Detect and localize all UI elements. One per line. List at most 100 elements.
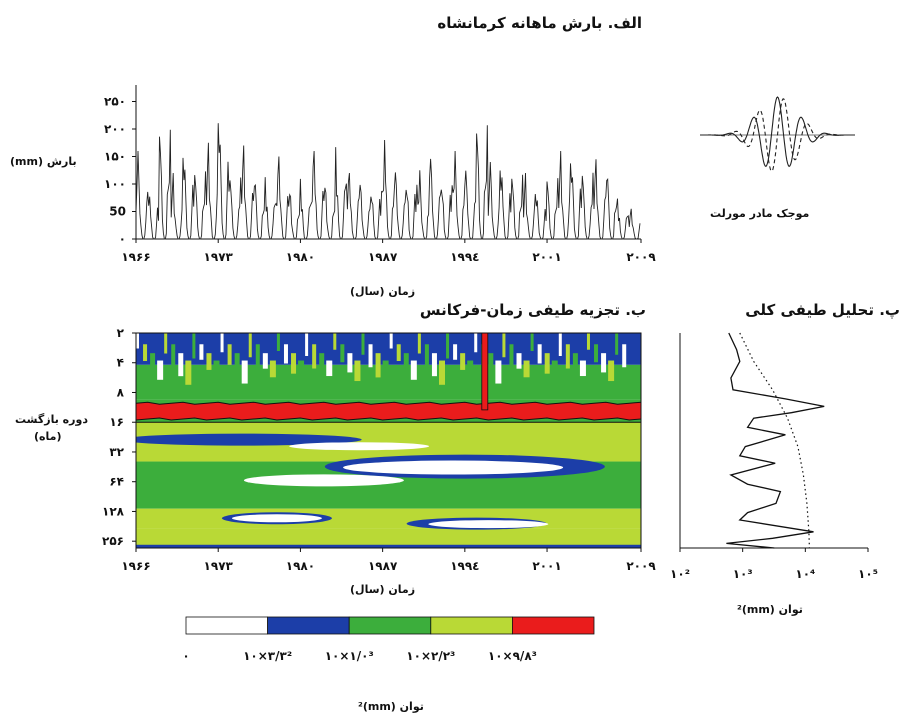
x-tick-label: ١٩٨٧	[368, 250, 398, 264]
speckle-cell	[537, 344, 542, 364]
y-tick-label: ١۶	[109, 415, 124, 429]
precip-line	[135, 123, 641, 240]
speckle-cell	[572, 353, 578, 379]
global-power-line	[726, 332, 825, 549]
x-tick-label: ١٩۶۶	[121, 559, 150, 573]
x-tick-label: ١٠²	[670, 567, 690, 581]
significance-line	[739, 332, 810, 549]
speckle-cell	[255, 344, 260, 370]
y-tick-label: ٢۵٠	[104, 95, 126, 109]
y-tick-label: 50	[109, 205, 126, 219]
plot-frame	[135, 332, 642, 549]
panel-b-title: ب. تجزیه طیفی زمان-فرکانس	[419, 301, 646, 319]
speckle-cell	[502, 333, 506, 358]
speckle-cell	[298, 360, 305, 383]
speckle-cell	[601, 353, 607, 373]
speckle-cell	[417, 333, 421, 354]
speckle-cell	[241, 360, 248, 384]
wavelet-ticks: ٢ ۴ ٨ ١۶ ٣٢ ۶۴ ١٢٨ ٢۵۶ ١٩۶۶ ١٩٧٣ ١٩٨٠ ١٩٨٧ ١٩٩٤ ٢٠٠١ ٢…	[102, 326, 656, 573]
speckle-cell	[488, 353, 494, 375]
x-tick-label: ٢٠٠١	[532, 250, 561, 264]
speckle-cell	[389, 333, 393, 349]
speckle-cell	[424, 344, 429, 367]
wavelet-imag-part	[700, 98, 855, 172]
speckle-cell	[615, 333, 619, 355]
lens-white-46	[343, 460, 564, 475]
speckle-cell	[565, 344, 570, 369]
speckle-cell	[410, 360, 417, 380]
speckle-cell	[143, 344, 148, 362]
speckle-cell	[558, 333, 562, 356]
y-tick-label: ٢٠٠	[104, 122, 126, 136]
colorbar-title: توان (mm)²	[358, 700, 424, 713]
speckle-cell	[291, 353, 297, 374]
panel-c-title: پ. تحلیل طیفی کلی	[745, 301, 900, 319]
y-tick-label: ٢۵۶	[102, 534, 124, 548]
band-32	[136, 422, 641, 462]
x-tick-label: ٢٠٠٩	[626, 250, 656, 264]
speckle-cell	[375, 353, 381, 378]
colorbar-cell	[348, 616, 432, 635]
speckle-cell	[460, 353, 466, 370]
band-short-period	[136, 333, 641, 365]
speckle-cell	[199, 344, 204, 360]
colorbar-cell	[267, 616, 350, 635]
x-tick-label: ١٩٨٠	[286, 559, 315, 573]
speckle-cell	[171, 344, 176, 367]
speckle-cell	[361, 333, 365, 355]
wavelet-power-field	[136, 333, 641, 548]
speckle-cell	[551, 360, 558, 383]
speckle-cell	[368, 344, 373, 368]
x-tick-label: ١٩٩٤	[450, 559, 479, 573]
y-tick-label: ٠	[119, 232, 126, 246]
band-blue-24	[136, 433, 362, 446]
speckle-cell	[530, 333, 534, 351]
speckle-cell	[312, 344, 317, 369]
speckle-cell	[516, 353, 522, 369]
speckle-cell	[446, 333, 450, 359]
x-tick-label: ٢٠٠٩	[626, 559, 656, 573]
lens-white-62	[243, 474, 404, 487]
x-tick-label: ١٠⁴	[795, 567, 815, 581]
speckle-cell	[586, 333, 590, 350]
speckle-cell	[453, 344, 458, 360]
speckle-cell	[276, 333, 280, 351]
speckle-cell	[178, 353, 184, 377]
y-tick-label: ١٠٠	[104, 177, 126, 191]
x-tick-label: ١٩٩٤	[450, 250, 479, 264]
y-tick-label: ١٢٨	[102, 504, 125, 518]
speckle-cell	[262, 353, 268, 369]
colorbar-cell	[430, 616, 513, 635]
y-tick-label: ٨	[117, 385, 125, 399]
speckle-cell	[227, 344, 232, 365]
lens-blue-170	[406, 517, 547, 530]
speckle-cell	[474, 333, 478, 353]
x-tick-label: ١٠³	[733, 567, 753, 581]
speckle-cell	[439, 360, 445, 385]
lens-white-172	[428, 520, 549, 529]
speckle-cell	[234, 353, 240, 375]
speckle-cell	[396, 344, 401, 362]
colorbar-cell	[512, 616, 595, 635]
band-256	[136, 528, 641, 548]
x-tick-label: ١٩٧٣	[204, 559, 234, 573]
band-mid-low	[136, 364, 641, 400]
speckle-cell	[467, 360, 474, 379]
band-bottom-blue	[136, 544, 641, 548]
speckle-cell	[220, 333, 224, 353]
speckle-cell	[340, 344, 345, 363]
x-tick-label: ١٩٨٧	[368, 559, 398, 573]
precip-series	[135, 123, 641, 240]
lens-white-150	[231, 514, 322, 523]
speckle-cell	[523, 360, 530, 378]
wavelet-caption: موجک مادر مورلت	[710, 207, 810, 220]
speckle-cell	[319, 353, 325, 379]
panel-b-ylabel-line1: دوره بازگشت	[15, 413, 88, 426]
speckle-cell	[136, 333, 139, 349]
wavelet-axes	[135, 332, 642, 549]
speckle-cell	[333, 333, 337, 350]
speckle-cell	[192, 333, 196, 359]
panel-a-xlabel: زمان (سال)	[350, 285, 416, 298]
speckle-cell	[403, 353, 409, 372]
band-128	[136, 508, 641, 529]
